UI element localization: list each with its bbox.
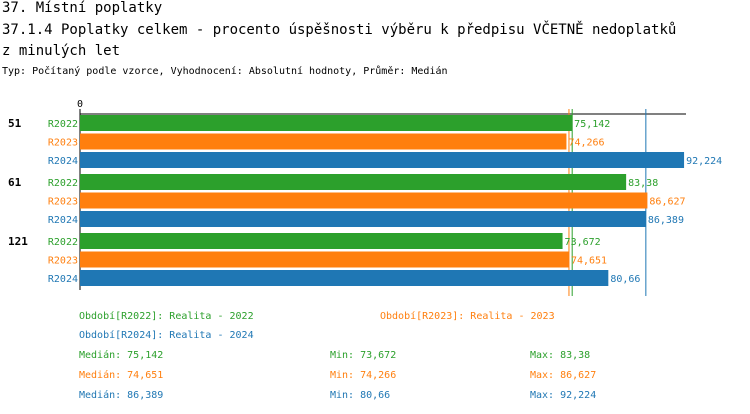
series-label-r2022-51: R2022 <box>48 119 78 130</box>
series-label-r2023-121: R2023 <box>48 256 78 267</box>
bar-r2022-51 <box>80 115 573 131</box>
stat-max-r2022: Max: 83,38 <box>530 350 591 361</box>
series-label-r2023-61: R2023 <box>48 197 78 208</box>
stat-min-r2023: Min: 74,266 <box>330 370 397 381</box>
data-label-r2024-51: 92,224 <box>686 156 722 167</box>
data-label-r2022-51: 75,142 <box>574 119 610 130</box>
data-label-r2024-121: 80,66 <box>610 274 640 285</box>
series-label-r2022-121: R2022 <box>48 237 78 248</box>
data-label-r2023-121: 74,651 <box>571 256 607 267</box>
chart-subtitle: Typ: Počítaný podle vzorce, Vyhodnocení:… <box>2 66 448 77</box>
bar-r2024-61 <box>80 211 646 227</box>
stat-min-r2022: Min: 73,672 <box>330 350 397 361</box>
series-label-r2024-61: R2024 <box>48 215 78 226</box>
chart-title-line-3: z minulých let <box>2 43 121 59</box>
bar-r2024-121 <box>80 270 609 286</box>
stat-max-r2023: Max: 86,627 <box>530 370 597 381</box>
data-label-r2022-61: 83,38 <box>628 178 658 189</box>
data-label-r2023-51: 74,266 <box>568 138 604 149</box>
chart-title-line-2: 37.1.4 Poplatky celkem - procento úspěšn… <box>2 22 677 38</box>
group-label-61: 61 <box>8 176 22 189</box>
bar-r2023-61 <box>80 192 648 209</box>
series-label-r2024-51: R2024 <box>48 156 78 167</box>
x-tick-label-0: 0 <box>77 99 83 110</box>
stat-max-r2024: Max: 92,224 <box>530 390 597 401</box>
group-label-121: 121 <box>8 235 28 248</box>
stat-median-r2024: Medián: 86,389 <box>79 390 164 401</box>
legend-period-r2022: Období[R2022]: Realita - 2022 <box>79 311 254 322</box>
legend-period-r2024: Období[R2024]: Realita - 2024 <box>79 330 254 341</box>
stat-min-r2024: Min: 80,66 <box>330 390 391 401</box>
legend-period-r2023: Období[R2023]: Realita - 2023 <box>380 311 555 322</box>
bar-r2023-51 <box>80 133 567 150</box>
stat-median-r2022: Medián: 75,142 <box>79 350 164 361</box>
series-label-r2022-61: R2022 <box>48 178 78 189</box>
bar-r2022-121 <box>80 233 563 249</box>
data-label-r2023-61: 86,627 <box>649 197 685 208</box>
stat-median-r2023: Medián: 74,651 <box>79 370 164 381</box>
bar-r2024-51 <box>80 152 685 168</box>
data-label-r2024-61: 86,389 <box>648 215 684 226</box>
bar-r2023-121 <box>80 251 569 268</box>
series-label-r2023-51: R2023 <box>48 138 78 149</box>
data-label-r2022-121: 73,672 <box>565 237 601 248</box>
chart-title-line-1: 37. Místní poplatky <box>2 0 163 16</box>
bar-r2022-61 <box>80 174 627 190</box>
series-label-r2024-121: R2024 <box>48 274 78 285</box>
group-label-51: 51 <box>8 117 22 130</box>
